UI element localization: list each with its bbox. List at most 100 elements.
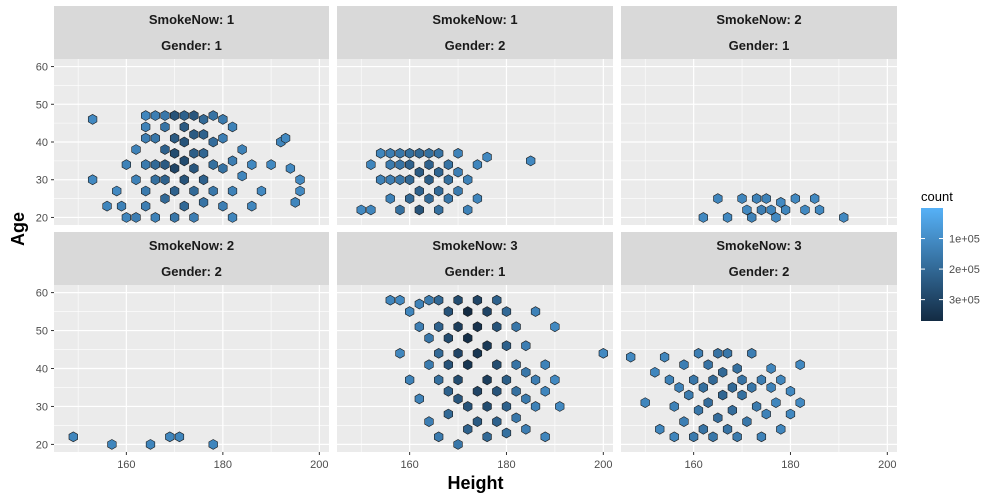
hexbin-cell — [405, 159, 415, 170]
hexbin-cell — [414, 321, 424, 333]
hexbin-cell — [414, 298, 424, 310]
facet-strip-label: Gender: 1 — [445, 264, 506, 279]
hexbin-cell — [482, 431, 492, 443]
hexbin-cell — [169, 147, 180, 159]
x-tick-label: 180 — [781, 459, 799, 471]
hexbin-cell — [385, 294, 395, 306]
hexbin-cell — [776, 197, 786, 208]
hexbin-cell — [150, 212, 160, 223]
facet-strip — [54, 232, 329, 285]
hexbin-cell — [674, 382, 684, 393]
hexbin-cell — [732, 363, 742, 374]
hexbin-cell — [703, 397, 713, 409]
hexbin-cell — [713, 412, 723, 424]
hexbin-cell — [189, 129, 199, 140]
hexbin-cell — [742, 204, 752, 216]
hexbin-cell — [414, 185, 424, 197]
hexbin-cell — [650, 366, 660, 378]
hexbin-cell — [405, 193, 415, 204]
hexbin-cell — [626, 351, 636, 363]
hexbin-cell — [179, 136, 189, 148]
hexbin-cell — [198, 114, 209, 125]
hexbin-cell — [227, 185, 238, 197]
hexbin-cell — [179, 110, 189, 121]
y-tick-label: 30 — [36, 175, 48, 187]
panels-layer: SmokeNow: 1 Gender: 1 SmokeNow: 1 Gender: 2… — [54, 6, 897, 452]
facet-panel: SmokeNow: 1 Gender: 1 — [54, 6, 329, 225]
hexbin-cell — [395, 204, 405, 216]
hexbin-cell — [87, 114, 98, 125]
hexbin-cell — [781, 204, 791, 216]
hexbin-cell — [179, 200, 189, 212]
facet-strip-label: SmokeNow: 1 — [432, 12, 517, 27]
hexbin-cell — [555, 401, 565, 412]
y-tick-label: 50 — [36, 99, 48, 111]
hexbin-cell — [540, 359, 550, 371]
hexbin-cell — [131, 212, 141, 223]
facet-strip-label: Gender: 1 — [161, 38, 222, 53]
hexbin-cell — [839, 212, 849, 223]
x-tick-label: 200 — [310, 459, 328, 471]
hexbin-cell — [453, 393, 463, 405]
hexbin-cell — [640, 397, 650, 409]
hexbin-cell — [492, 294, 502, 306]
hexbin-cell — [160, 121, 170, 133]
hexbin-cell — [751, 401, 762, 412]
hexbin-cell — [356, 204, 366, 216]
x-tick-label: 180 — [214, 459, 232, 471]
facet-strip — [621, 6, 897, 59]
hexbin-cell — [198, 129, 209, 140]
hexbin-cell — [87, 174, 98, 186]
facet-strip — [337, 232, 613, 285]
hexbin-cell — [689, 431, 699, 443]
hexbin-cell — [722, 212, 733, 223]
x-tick-label: 160 — [117, 459, 135, 471]
hexbin-cell — [189, 163, 199, 174]
hexbin-cell — [141, 200, 151, 212]
hexbin-cell — [718, 389, 728, 401]
hexbin-cell — [280, 132, 291, 144]
hexbin-cell — [198, 174, 209, 186]
hexbin-cell — [405, 374, 415, 386]
hexbin-cell — [141, 185, 151, 197]
hexbin-cell — [116, 200, 127, 212]
hexbin-cell — [722, 423, 733, 435]
y-tick-label: 40 — [36, 137, 48, 149]
hexbin-cell — [664, 374, 675, 386]
hexbin-cell — [766, 204, 776, 216]
hexbin-cell — [443, 159, 453, 170]
facet-strip — [54, 6, 329, 59]
hexbin-cell — [237, 144, 247, 155]
hexbin-cell — [463, 306, 473, 317]
hexbin-cell — [395, 347, 405, 359]
hexbin-cell — [472, 294, 483, 306]
hexbin-cell — [463, 401, 473, 412]
hexbin-cell — [434, 294, 444, 306]
hexbin-cell — [463, 174, 473, 186]
hexbin-cell — [395, 147, 405, 159]
hexbin-cell — [414, 147, 424, 159]
hexbin-cell — [290, 197, 300, 208]
hexbin-cell — [453, 321, 463, 333]
hexbin-cell — [145, 439, 156, 450]
hexbin-cell — [761, 408, 771, 420]
hexbin-cell — [375, 147, 386, 159]
hexbin-cell — [790, 193, 800, 204]
hexbin-cell — [68, 431, 78, 443]
hexbin-cell — [434, 204, 444, 216]
hexbin-cell — [150, 159, 160, 170]
y-tick-label: 30 — [36, 401, 48, 413]
hexbin-cell — [776, 423, 786, 435]
hexbin-cell — [492, 321, 502, 333]
hexbin-cell — [737, 374, 747, 386]
hexbin-cell — [395, 294, 405, 306]
hexbin-cell — [737, 389, 747, 401]
hexbin-cell — [521, 393, 531, 405]
facet-panel: SmokeNow: 2 Gender: 2 — [54, 232, 329, 452]
hexbin-cell — [463, 204, 473, 216]
hexbin-cell — [698, 212, 708, 223]
hexbin-cell — [141, 159, 151, 170]
hexbin-cell — [540, 431, 550, 443]
hexbin-cell — [530, 374, 541, 386]
